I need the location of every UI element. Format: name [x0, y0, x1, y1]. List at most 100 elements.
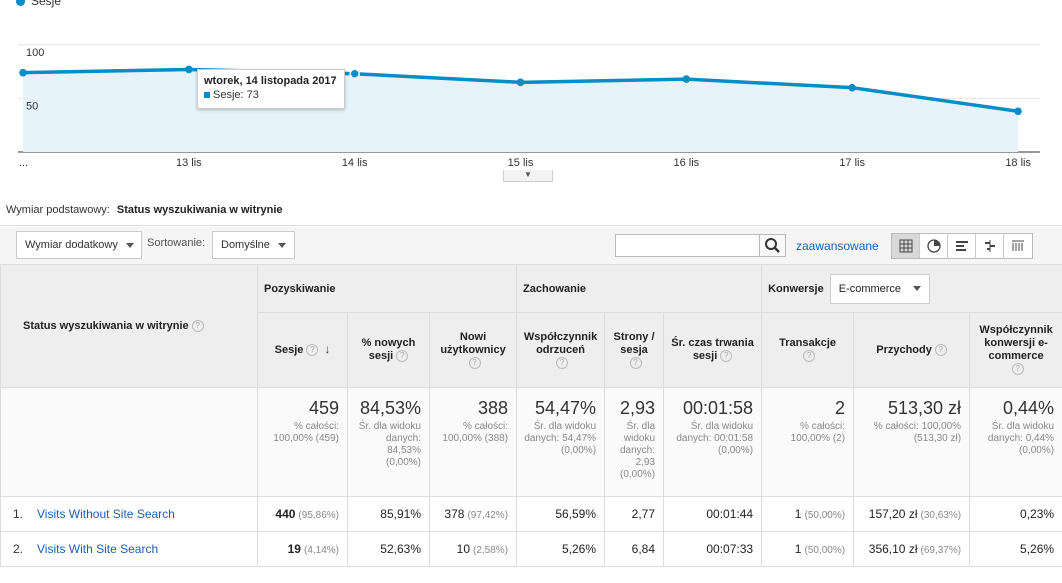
tooltip-date: wtorek, 14 listopada 2017 — [204, 75, 337, 87]
sort-desc-icon: ↓ — [324, 342, 331, 356]
help-icon[interactable]: ? — [629, 356, 642, 369]
row-bounce-rate: 5,26% — [516, 531, 606, 567]
row-new-users: 10 (2,58%) — [428, 531, 518, 567]
col-header-new-sessions-pct[interactable]: % nowych sesji? — [347, 312, 430, 388]
chart-tooltip: wtorek, 14 listopada 2017 Sesje: 73 — [197, 69, 345, 109]
row-revenue: 356,10 zł (69,37%) — [853, 531, 971, 567]
col-header-transactions[interactable]: Transakcje? — [761, 312, 855, 388]
view-pie-button[interactable] — [920, 234, 948, 258]
total-bounce-rate: 54,47% Śr. dla widoku danych: 54,47% (0,0… — [516, 387, 606, 497]
row-avg-duration: 00:01:44 — [663, 496, 763, 532]
total-avg-duration: 00:01:58 Śr. dla widoku danych: 00:01:58 … — [663, 387, 763, 497]
x-tick-label: 17 lis — [839, 157, 865, 169]
table-row: 1. Visits Without Site Search 440 (95,86%)… — [0, 496, 1062, 532]
data-point[interactable] — [1014, 107, 1022, 116]
row-pages-per-session: 2,77 — [604, 496, 665, 532]
row-dimension-cell: 2. Visits With Site Search — [0, 531, 258, 567]
series-square-icon — [204, 92, 210, 99]
totals-row: 459% całości: 100,00% (459) 84,53% Śr. dl… — [0, 387, 1062, 497]
data-point[interactable] — [19, 68, 27, 77]
row-ecommerce-conversion: 5,26% — [969, 531, 1062, 567]
total-ecommerce-conversion: 0,44% Śr. dla widoku danych: 0,44% (0,00%… — [969, 387, 1062, 497]
chart-expand-handle[interactable]: ▼ — [503, 170, 553, 182]
grid-icon — [899, 239, 912, 253]
primary-dimension-label: Wymiar podstawowy: — [6, 204, 110, 216]
table-row: 2. Visits With Site Search 19 (4,14%) 52,6… — [0, 531, 1062, 567]
row-avg-duration: 00:07:33 — [663, 531, 763, 567]
group-header-acquisition: Pozyskiwanie — [256, 264, 518, 313]
x-tick-label: 16 lis — [673, 157, 699, 169]
total-transactions: 2% całości: 100,00% (2) — [761, 387, 855, 497]
help-icon[interactable]: ? — [191, 319, 204, 332]
col-header-revenue[interactable]: Przychody? — [853, 312, 971, 388]
help-icon[interactable]: ? — [556, 356, 569, 369]
row-transactions: 1 (50,00%) — [761, 496, 855, 532]
help-icon[interactable]: ? — [720, 350, 733, 363]
data-point[interactable] — [185, 65, 193, 74]
col-header-pages-per-session[interactable]: Strony / sesja? — [604, 312, 665, 388]
view-table-button[interactable] — [892, 234, 920, 258]
total-sessions: 459% całości: 100,00% (459) — [257, 387, 348, 497]
row-pages-per-session: 6,84 — [604, 531, 665, 567]
advanced-filter-link[interactable]: zaawansowane — [796, 239, 879, 253]
chevron-down-icon — [277, 242, 286, 248]
col-header-bounce-rate[interactable]: Współczynnik odrzuceń? — [516, 312, 606, 388]
y-tick-label: 100 — [26, 47, 44, 59]
search-icon — [765, 238, 780, 253]
pivot-icon — [1012, 240, 1024, 251]
totals-empty-cell — [0, 387, 258, 497]
pie-chart-icon — [926, 239, 941, 253]
x-tick-label: ... — [19, 157, 28, 169]
help-icon[interactable]: ? — [468, 356, 481, 369]
row-dimension-link[interactable]: Visits Without Site Search — [37, 507, 175, 521]
row-transactions: 1 (50,00%) — [761, 531, 855, 567]
total-new-sessions-pct: 84,53% Śr. dla widoku danych: 84,53% (0,0… — [347, 387, 430, 497]
conversion-type-dropdown[interactable]: E-commerce — [829, 273, 931, 304]
sort-dropdown[interactable]: Domyślne — [212, 231, 295, 259]
table-controls — [0, 227, 1062, 264]
primary-dimension-bar: Wymiar podstawowy: Status wyszukiwania w… — [0, 196, 1062, 226]
help-icon[interactable]: ? — [396, 350, 409, 363]
col-header-avg-duration[interactable]: Śr. czas trwania sesji? — [663, 312, 763, 388]
view-performance-button[interactable] — [948, 234, 976, 258]
view-comparison-button[interactable] — [976, 234, 1004, 258]
tooltip-value: Sesje: 73 — [204, 89, 338, 101]
group-header-behavior: Zachowanie — [516, 264, 763, 313]
col-header-ecommerce-conversion[interactable]: Współczynnik konwersji e-commerce? — [969, 312, 1062, 388]
row-sessions: 19 (4,14%) — [257, 531, 348, 567]
col-header-new-users[interactable]: Nowi użytkownicy? — [428, 312, 518, 388]
help-icon[interactable]: ? — [803, 350, 816, 363]
dimension-column-header[interactable]: Status wyszukiwania w witrynie? — [0, 264, 258, 388]
group-header-conversions: Konwersje E-commerce — [761, 264, 1062, 313]
legend-dot-icon — [16, 0, 25, 7]
help-icon[interactable]: ? — [1011, 363, 1024, 376]
data-point[interactable] — [516, 78, 525, 87]
help-icon[interactable]: ? — [306, 344, 319, 357]
total-new-users: 388% całości: 100,00% (388) — [428, 387, 518, 497]
table-search-input[interactable] — [615, 234, 760, 257]
data-point[interactable] — [682, 75, 691, 83]
report-table: Status wyszukiwania w witrynie? Pozyskiw… — [0, 264, 1062, 567]
row-new-users: 378 (97,42%) — [428, 496, 518, 532]
data-point[interactable] — [349, 68, 360, 79]
primary-dimension-value[interactable]: Status wyszukiwania w witrynie — [116, 204, 283, 216]
data-point[interactable] — [848, 83, 856, 92]
row-dimension-link[interactable]: Visits With Site Search — [37, 542, 159, 556]
view-pivot-button[interactable] — [1004, 234, 1032, 258]
row-ecommerce-conversion: 0,23% — [969, 496, 1062, 532]
col-header-sessions[interactable]: Sesje? ↓ — [257, 312, 348, 388]
total-pages-per-session: 2,93 Śr. dla widoku danych: 2,93 (0,00%) — [604, 387, 665, 497]
x-tick-label: 15 lis — [508, 157, 534, 169]
y-tick-label: 50 — [26, 100, 38, 112]
chevron-down-icon — [913, 286, 922, 292]
row-bounce-rate: 56,59% — [516, 496, 606, 532]
help-icon[interactable]: ? — [934, 343, 947, 356]
search-button[interactable] — [759, 234, 786, 257]
total-revenue: 513,30 zł% całości: 100,00% (513,30 zł) — [853, 387, 971, 497]
secondary-dimension-dropdown[interactable]: Wymiar dodatkowy — [16, 231, 142, 259]
chart-legend: Sesje — [16, 0, 61, 8]
comparison-icon — [984, 240, 995, 252]
row-dimension-cell: 1. Visits Without Site Search — [0, 496, 258, 532]
x-tick-label: 14 lis — [342, 157, 368, 169]
sort-label: Sortowanie: — [147, 237, 206, 249]
